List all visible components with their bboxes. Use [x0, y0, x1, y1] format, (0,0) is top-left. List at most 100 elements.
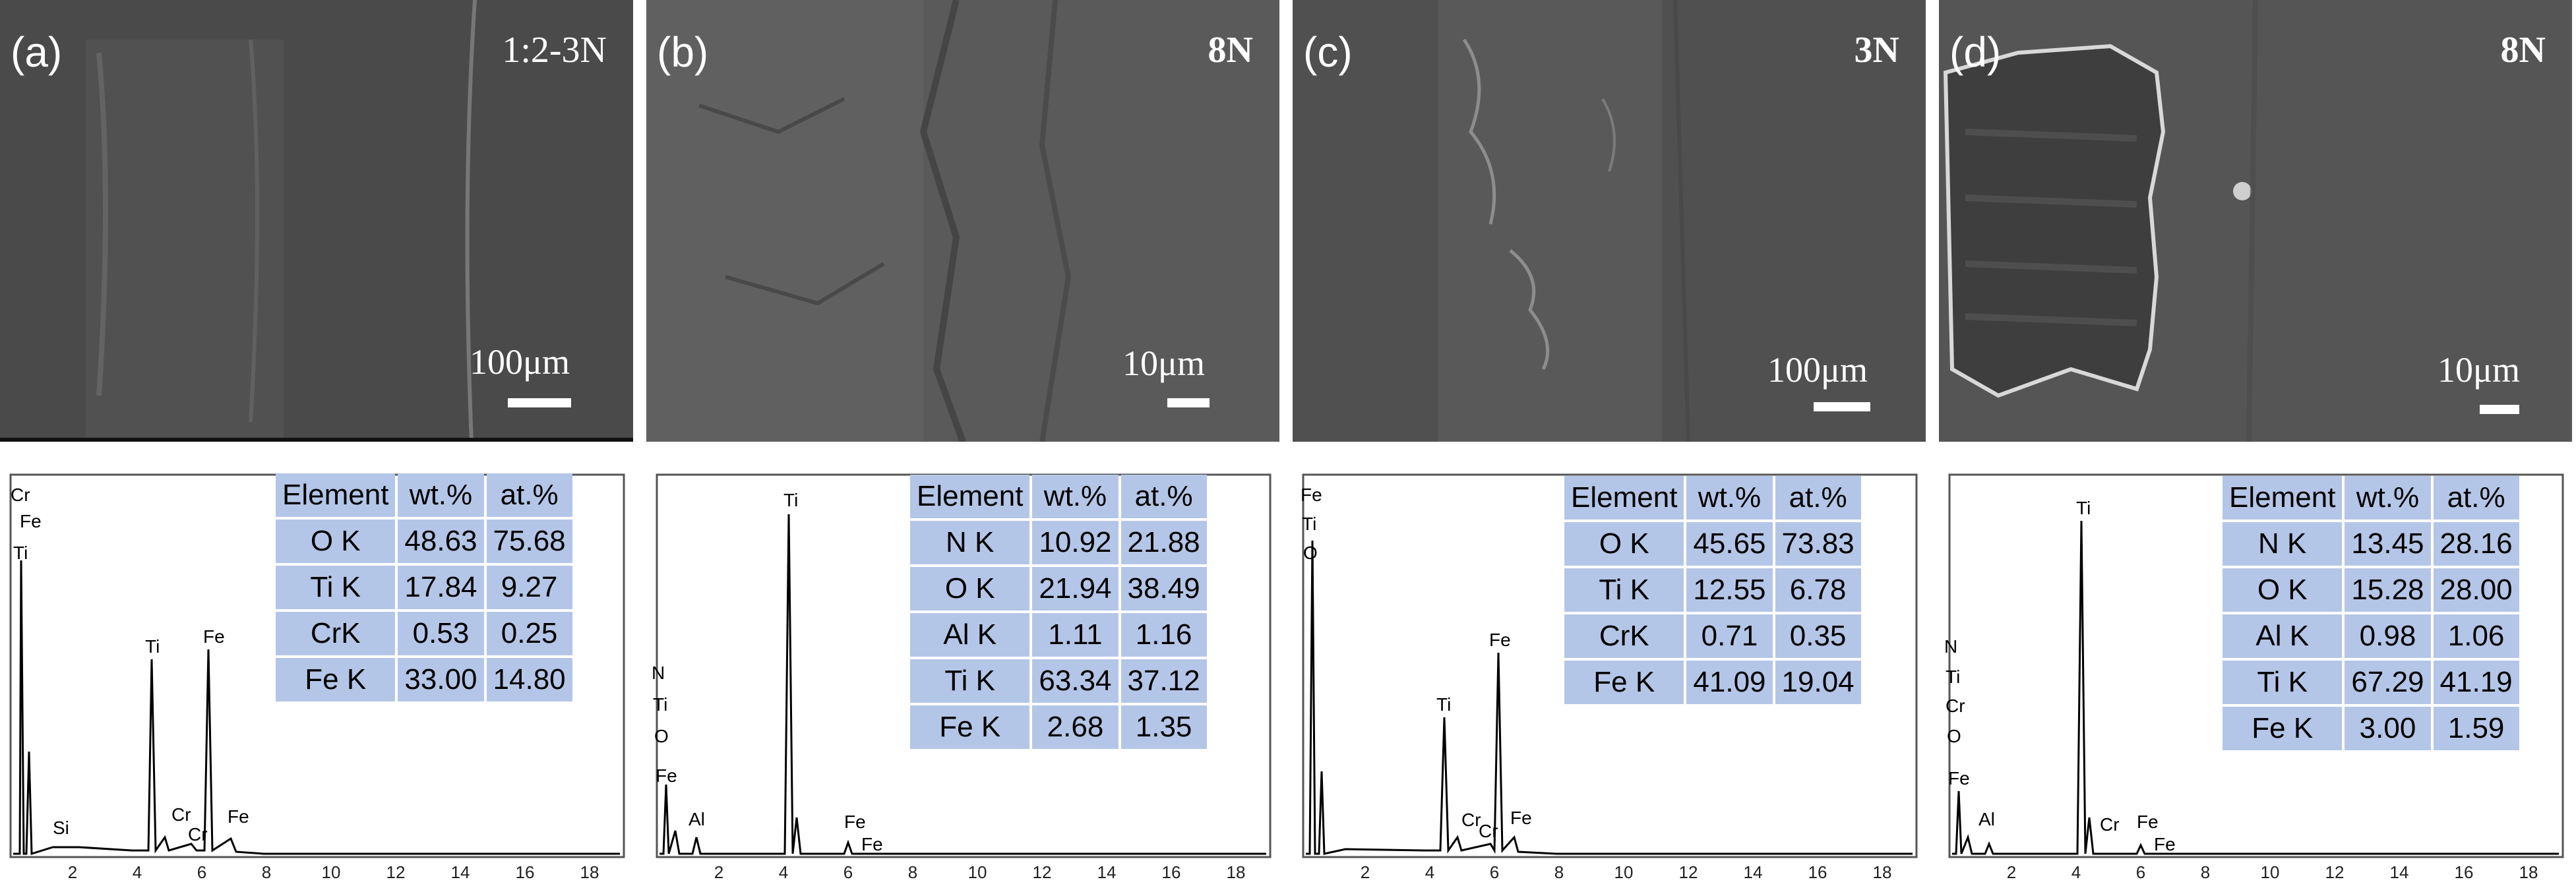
table-cell: 1.35	[1120, 705, 1207, 749]
x-tick-label: 16	[1162, 862, 1181, 882]
peak-label: Fe	[1510, 808, 1532, 828]
peak-label: O	[654, 726, 669, 746]
table-cell: 12.55	[1686, 568, 1773, 612]
peak-label: Ti	[1946, 667, 1960, 687]
peak-label: Fe	[861, 834, 883, 854]
table-cell: 0.25	[486, 612, 572, 655]
table-cell: CrK	[276, 612, 396, 655]
peak-label: N	[1944, 636, 1957, 657]
table-row: N K 13.45 28.16	[2223, 522, 2519, 566]
scale-bar	[2480, 405, 2519, 414]
x-tick-label: 8	[2201, 862, 2210, 882]
panel-a: (a) 1:2-3N 100μm Cr Fe Ti Si Ti Cr Cr Fe…	[0, 0, 633, 892]
x-tick-label: 12	[386, 862, 406, 882]
panel-d: (d) 8N 10μm N Ti Cr O Fe Al Ti Cr Fe Fe …	[1939, 0, 2572, 892]
x-tick-label: 10	[2261, 862, 2280, 882]
x-tick-label: 12	[1679, 862, 1698, 882]
x-tick-label: 14	[1744, 862, 1763, 882]
table-cell: 28.16	[2433, 522, 2519, 566]
sem-image-c: (c) 3N 100μm	[1293, 0, 1926, 442]
x-tick-label: 16	[1808, 862, 1827, 882]
peak-label: Fe	[2137, 812, 2159, 832]
peak-label: Fe	[1301, 485, 1322, 505]
table-cell: 28.00	[2433, 568, 2519, 612]
table-cell: 21.94	[1032, 567, 1119, 610]
table-cell: 1.16	[1120, 613, 1207, 657]
x-tick-label: 10	[322, 862, 341, 882]
peak-label: Al	[1978, 809, 1995, 829]
sem-image-d: (d) 8N 10μm	[1939, 0, 2572, 442]
table-header: Element	[910, 475, 1030, 518]
table-row: Fe K 2.68 1.35	[910, 705, 1207, 749]
table-cell: 3.00	[2345, 707, 2431, 750]
table-cell: 38.49	[1120, 567, 1207, 610]
peak-label: Cr	[1479, 821, 1498, 841]
table-cell: 15.28	[2345, 568, 2431, 612]
table-header: at.%	[1775, 476, 1861, 520]
table-cell: 45.65	[1686, 522, 1773, 566]
table-row: CrK 0.53 0.25	[276, 612, 572, 655]
peak-label: Fe	[1489, 630, 1511, 650]
table-header: Element	[2223, 476, 2343, 520]
x-tick-label: 6	[843, 862, 853, 882]
scale-bar	[1814, 402, 1870, 411]
x-tick-label: 14	[451, 862, 470, 882]
peak-label: Fe	[1948, 768, 1970, 788]
table-row: Ti K 67.29 41.19	[2223, 661, 2519, 704]
table-cell: 21.88	[1120, 521, 1207, 564]
table-cell: 1.59	[2433, 707, 2519, 750]
x-tick-label: 18	[1873, 862, 1892, 882]
table-cell: 0.71	[1686, 614, 1773, 658]
x-tick-label: 14	[2390, 862, 2409, 882]
composition-table: Element wt.% at.% N K 10.92 21.88 O K 21.94 38…	[907, 472, 1210, 752]
table-row: Fe K 33.00 14.80	[276, 658, 572, 701]
table-cell: CrK	[1564, 614, 1684, 658]
peak-label: O	[1947, 726, 1961, 746]
peak-label: Cr	[1946, 696, 1965, 716]
table-row: Ti K 17.84 9.27	[276, 566, 572, 609]
sem-image-b: (b) 8N 10μm	[646, 0, 1279, 442]
peak-label: Cr	[1461, 810, 1481, 830]
x-tick-label: 10	[968, 862, 987, 882]
table-cell: 14.80	[486, 658, 572, 701]
table-row: Fe K 3.00 1.59	[2223, 707, 2519, 750]
table-row: O K 45.65 73.83	[1564, 522, 1861, 566]
peak-label: Cr	[188, 824, 208, 845]
table-header: wt.%	[2345, 476, 2431, 520]
scale-bar-label: 100μm	[470, 342, 570, 382]
table-cell: 73.83	[1775, 522, 1861, 566]
table-cell: Fe K	[276, 658, 396, 701]
scale-bar	[1167, 398, 1210, 407]
x-tick-label: 18	[1227, 862, 1246, 882]
panel-label: (a)	[11, 28, 63, 76]
table-cell: O K	[1564, 522, 1684, 566]
x-tick-label: 10	[1614, 862, 1634, 882]
table-row: Al K 0.98 1.06	[2223, 614, 2519, 658]
table-cell: N K	[910, 521, 1030, 564]
peak-label: O	[1303, 543, 1318, 563]
x-tick-label: 2	[68, 862, 77, 882]
table-cell: Ti K	[1564, 568, 1684, 612]
table-cell: Fe K	[2223, 707, 2343, 750]
table-cell: Ti K	[276, 566, 396, 609]
table-cell: 33.00	[398, 658, 484, 701]
scale-bar-label: 10μm	[1122, 343, 1205, 383]
composition-table: Element wt.% at.% O K 45.65 73.83 Ti K 12.55 6…	[1562, 473, 1864, 707]
table-cell: 63.34	[1032, 659, 1119, 703]
x-tick-label: 16	[516, 862, 535, 882]
x-tick-label: 2	[714, 862, 723, 882]
peak-label: Fe	[2154, 834, 2176, 854]
table-row: CrK 0.71 0.35	[1564, 614, 1861, 658]
composition-table: Element wt.% at.% N K 13.45 28.16 O K 15.28 28…	[2220, 473, 2522, 753]
scale-bar-label: 10μm	[2438, 350, 2520, 390]
table-row: O K 21.94 38.49	[910, 567, 1207, 610]
x-tick-label: 16	[2455, 862, 2474, 882]
peak-label: Cr	[11, 485, 30, 505]
condition-label: 3N	[1854, 30, 1899, 71]
table-cell: 1.06	[2433, 614, 2519, 658]
table-cell: Ti K	[2223, 661, 2343, 704]
sem-image-a: (a) 1:2-3N 100μm	[0, 0, 633, 442]
peak-label: Ti	[1436, 694, 1451, 715]
composition-table: Element wt.% at.% O K 48.63 75.68 Ti K 17.84 9…	[273, 471, 575, 704]
table-cell: O K	[276, 520, 396, 563]
